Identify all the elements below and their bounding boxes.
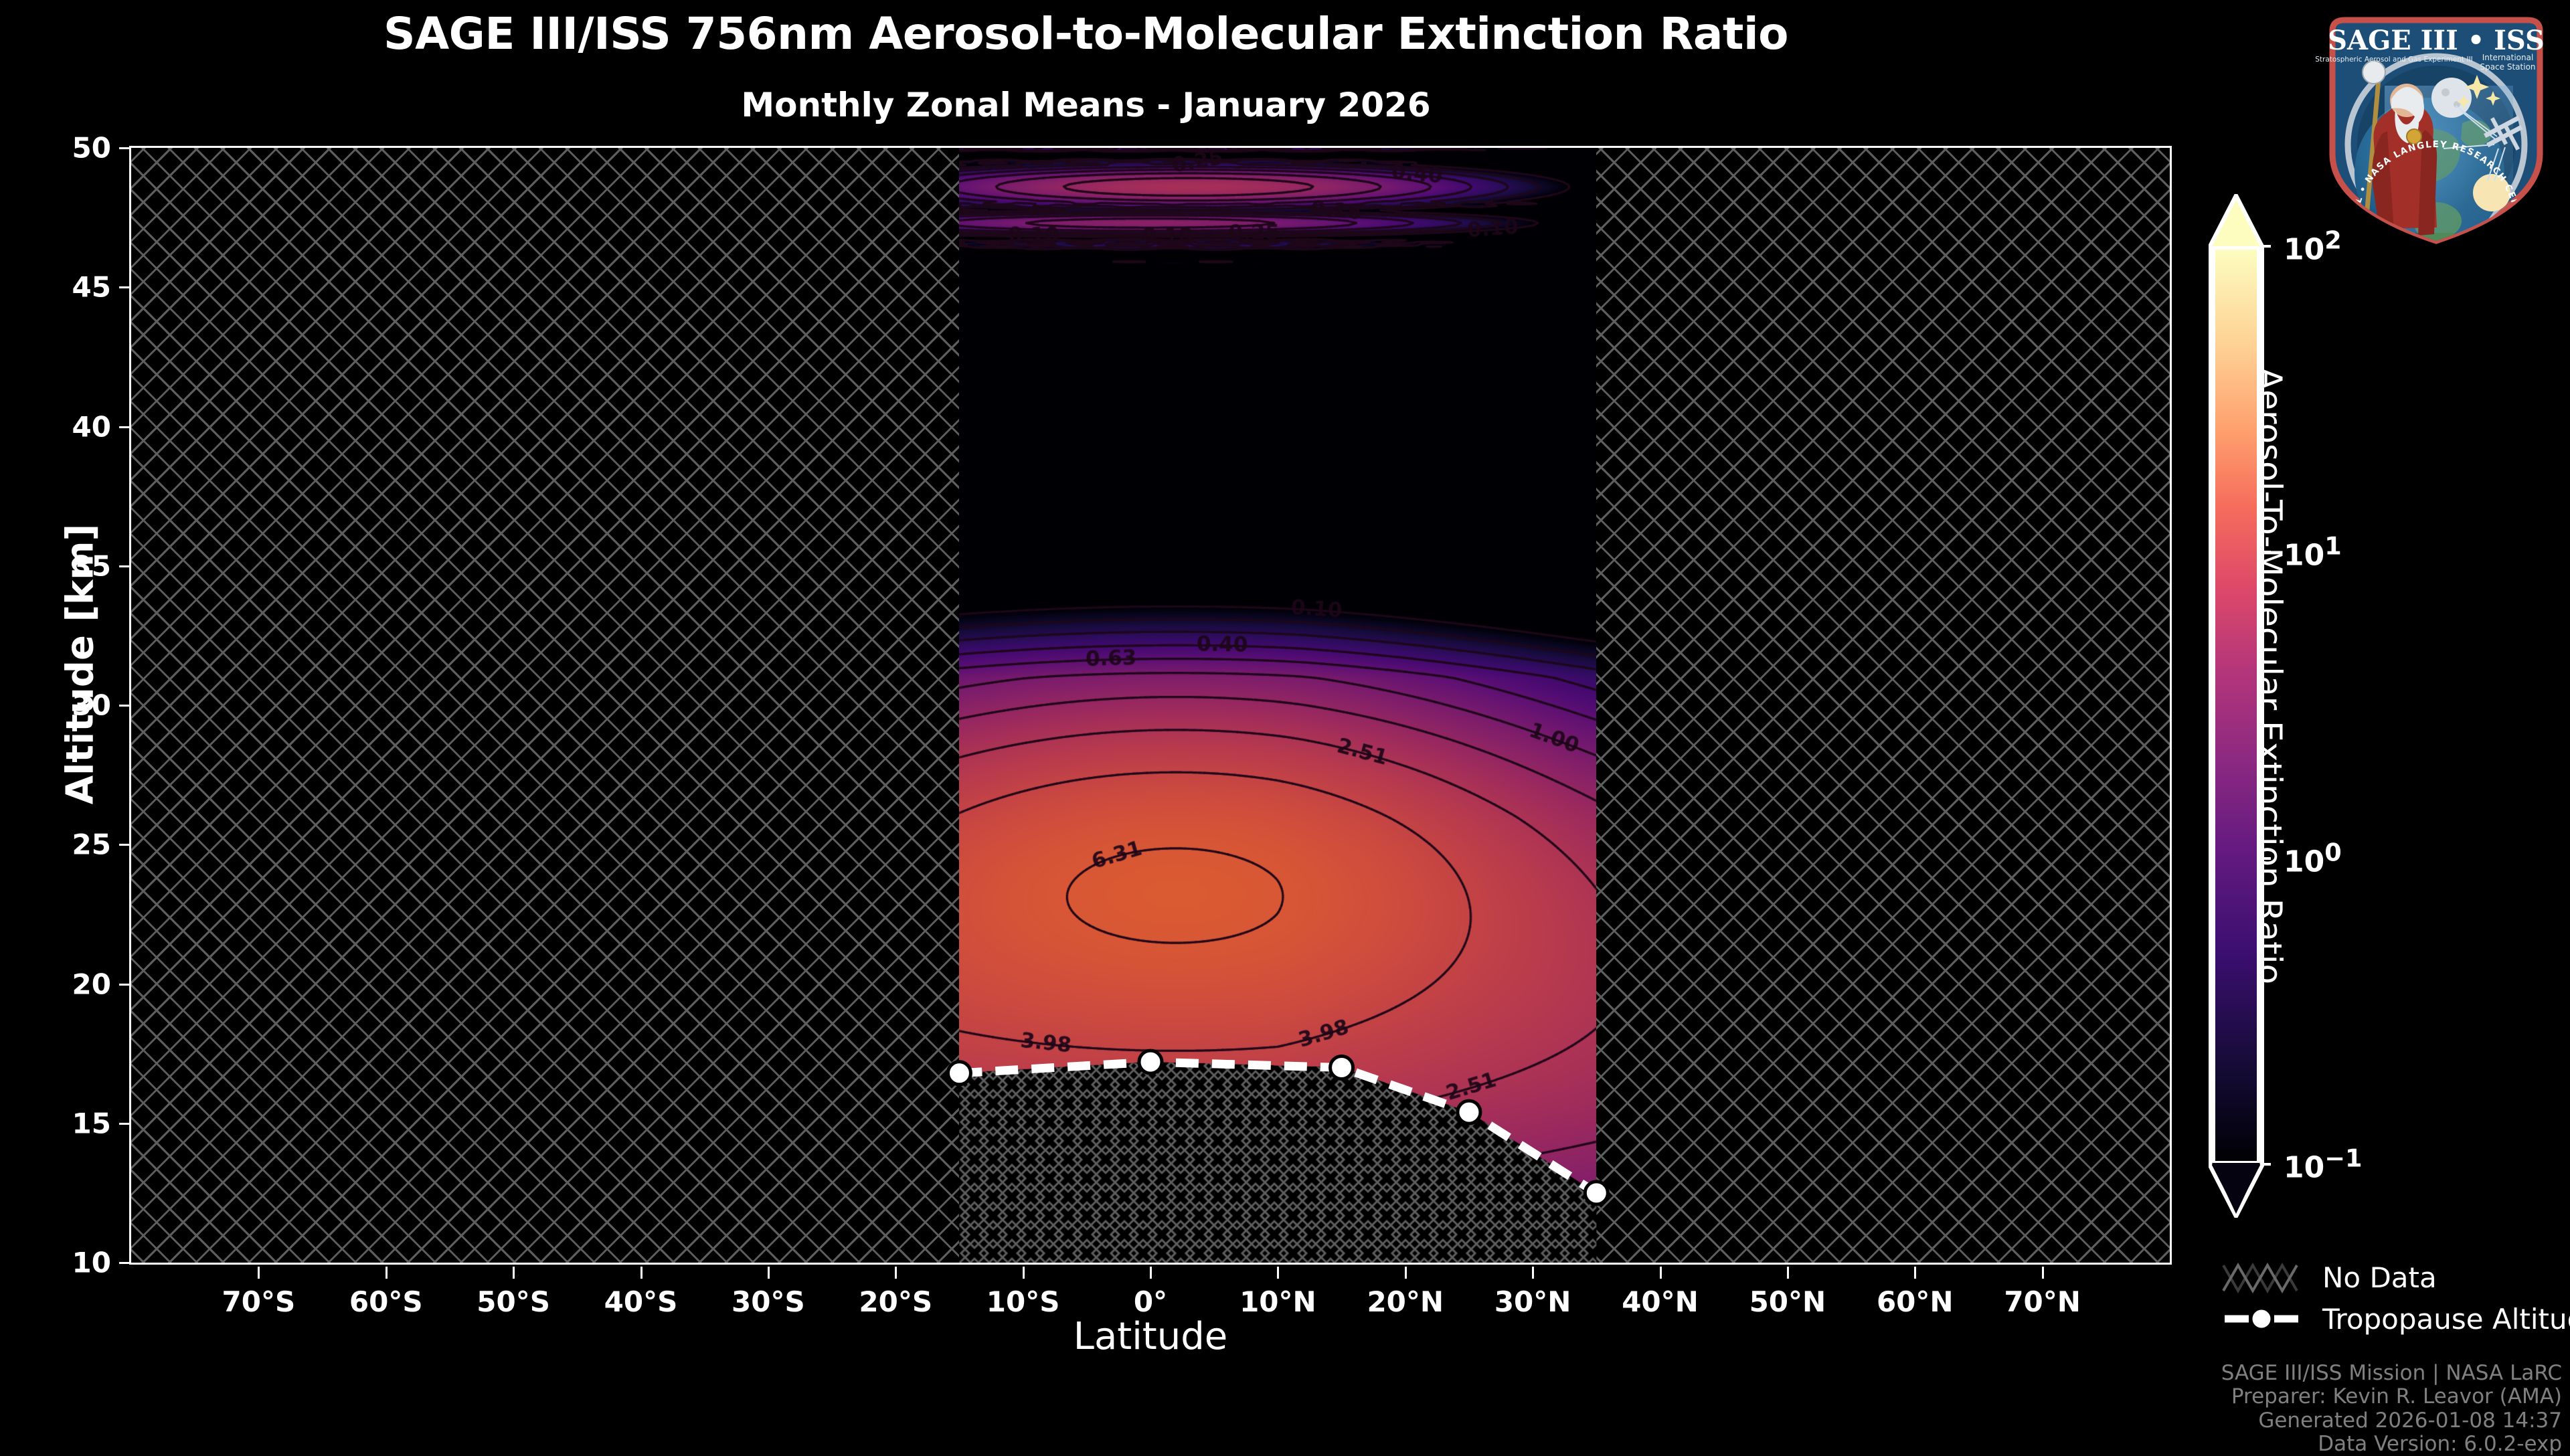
y-tick [119,286,131,288]
x-tick [1532,1267,1534,1279]
tropopause-marker [1585,1182,1608,1204]
colorbar-extend-top [2212,195,2260,246]
x-tick-label-60°S: 60°S [319,1285,453,1318]
legend-label-no-data: No Data [2322,1261,2437,1294]
x-tick-label-20°S: 20°S [829,1285,962,1318]
x-tick-label-70°S: 70°S [191,1285,325,1318]
colorbar-tick-label-10: 101 [2284,532,2342,573]
x-tick [513,1267,515,1279]
tropopause-path [959,1062,1596,1193]
x-tick-label-40°S: 40°S [574,1285,708,1318]
x-tick [1660,1267,1662,1279]
y-tick-label-10: 10 [0,1247,111,1279]
x-tick [640,1267,642,1279]
x-tick-label-50°N: 50°N [1721,1285,1855,1318]
y-tick [119,1123,131,1125]
x-tick [1405,1267,1407,1279]
x-tick-label-30°S: 30°S [701,1285,835,1318]
colorbar-tick-mark [2260,1163,2271,1166]
x-tick-label-50°S: 50°S [446,1285,580,1318]
y-tick [119,1262,131,1264]
x-tick [1150,1267,1152,1279]
x-tick-label-10°N: 10°N [1211,1285,1345,1318]
credit-line-mission: SAGE III/ISS Mission | NASA LaRC [2075,1362,2562,1385]
x-tick [386,1267,388,1279]
logo-subtitle-left: Stratospheric Aerosol and Gas Experiment… [2315,56,2473,64]
page-subtitle: Monthly Zonal Means - January 2026 [0,86,2172,124]
y-axis-title: Altitude [km] [59,363,102,966]
x-tick-label-70°N: 70°N [1976,1285,2110,1318]
x-tick [1023,1267,1025,1279]
logo-main-text: SAGE III • ISS [2328,25,2545,56]
sage-iii-iss-mission-patch-icon: BALL • NASA LANGLEY RESEARCH CENTER • TA… [2312,5,2560,253]
y-tick [119,705,131,707]
legend-item-tropopause: Tropopause Altitude [2222,1298,2570,1340]
dashed-line-marker-icon [2222,1303,2310,1335]
tropopause-altitude-line [131,148,2170,1263]
y-tick [119,147,131,149]
credits-block: SAGE III/ISS Mission | NASA LaRC Prepare… [2075,1362,2562,1456]
x-tick-label-10°S: 10°S [956,1285,1090,1318]
plot-area: 70°S 60°S 50°S 40°S 30°S 20°S 10°S 0° 10°N 20°N 30… [129,146,2172,1265]
y-tick [119,984,131,986]
tropopause-marker [948,1062,970,1085]
y-tick [119,565,131,567]
colorbar-extend-bottom [2212,1163,2260,1214]
credit-line-generated: Generated 2026-01-08 14:37 [2075,1409,2562,1433]
colorbar-title: Aerosol-To-Molecular Extinction Ratio [2250,274,2289,1077]
x-tick [258,1267,260,1279]
x-tick [1914,1267,1916,1279]
x-tick-label-60°N: 60°N [1848,1285,1982,1318]
colorbar-tick-label-1: 100 [2284,838,2342,879]
tropopause-marker [1331,1056,1353,1079]
y-tick-label-15: 15 [0,1107,111,1140]
y-tick-label-20: 20 [0,968,111,1000]
x-tick [768,1267,770,1279]
logo-subtitle-right-2: Space Station [2480,62,2535,72]
x-tick-label-30°N: 30°N [1466,1285,1600,1318]
colorbar-tick-label-0.1: 10−1 [2284,1144,2362,1185]
x-tick [1277,1267,1279,1279]
y-tick [119,426,131,428]
logo-subtitle-right-1: International [2482,53,2534,62]
y-tick-label-45: 45 [0,271,111,304]
hatch-swatch-icon [2222,1261,2310,1293]
colorbar: 10−1 100 101 102 Aerosol-To-Molecular Extin… [2209,194,2557,1218]
page-title: SAGE III/ISS 756nm Aerosol-to-Molecular … [0,8,2172,60]
legend-item-no-data: No Data [2222,1257,2570,1298]
credit-line-version: Data Version: 6.0.2-exp [2075,1433,2562,1456]
x-tick [2042,1267,2044,1279]
credit-line-preparer: Preparer: Kevin R. Leavor (AMA) [2075,1385,2562,1408]
x-tick [895,1267,897,1279]
tropopause-marker [1458,1101,1480,1123]
tropopause-marker [1139,1051,1162,1073]
x-tick [1787,1267,1789,1279]
x-axis-title: Latitude [129,1315,2172,1358]
y-tick [119,844,131,846]
x-tick-label-40°N: 40°N [1594,1285,1727,1318]
colorbar-tick-mark [2260,245,2271,248]
legend-label-tropopause: Tropopause Altitude [2322,1303,2570,1336]
x-tick-label-20°N: 20°N [1339,1285,1472,1318]
x-tick-label-0°: 0° [1084,1285,1217,1318]
legend: No Data Tropopause Altitude [2222,1257,2570,1340]
y-tick-label-50: 50 [0,132,111,165]
